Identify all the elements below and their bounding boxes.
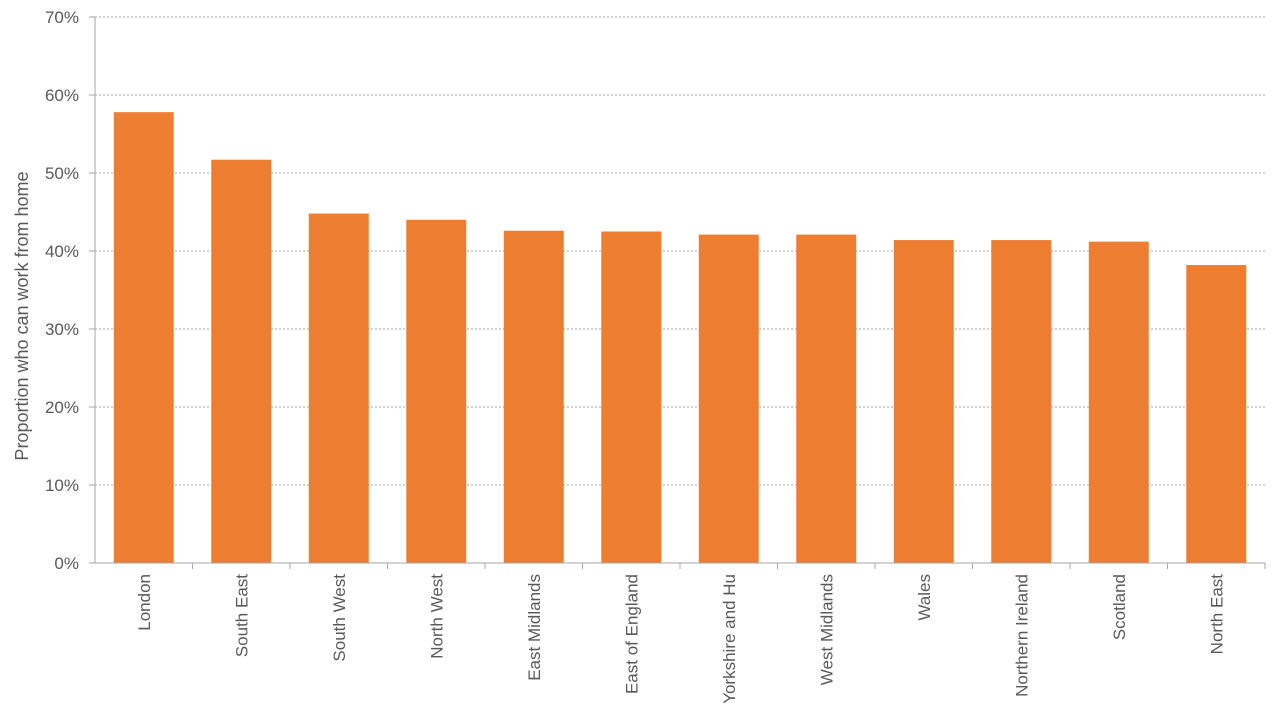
bar [991, 240, 1052, 563]
y-tick-label: 50% [45, 164, 79, 183]
bar [406, 219, 467, 564]
y-tick-label: 40% [45, 242, 79, 261]
x-tick-label: Scotland [1110, 574, 1129, 640]
bar [1186, 265, 1247, 563]
x-tick-label: South West [330, 574, 349, 662]
x-tick-label: North East [1207, 574, 1226, 655]
bar [796, 234, 857, 563]
y-tick-label: 20% [45, 398, 79, 417]
bar [601, 231, 662, 563]
axes [89, 16, 1266, 569]
bar [308, 213, 369, 563]
bar [698, 234, 759, 563]
x-tick-label: West Midlands [817, 574, 836, 685]
y-tick-label: 0% [54, 554, 79, 573]
y-tick-labels: 0% 10% 20% 30% 40% 50% 60% 70% [45, 8, 79, 573]
x-tick-label: London [135, 574, 154, 631]
x-tick-label: Yorkshire and Hu [720, 574, 739, 704]
bar [1088, 241, 1149, 563]
x-tick-label: North West [427, 574, 446, 659]
gridlines [95, 16, 1265, 486]
x-tick-labels: London South East South West North West East… [135, 574, 1227, 704]
bar [503, 230, 564, 563]
bar [113, 112, 174, 563]
y-tick-label: 10% [45, 476, 79, 495]
x-tick-label: Wales [915, 574, 934, 621]
x-tick-label: Northern Ireland [1012, 574, 1031, 697]
y-tick-label: 60% [45, 86, 79, 105]
y-axis-label: Proportion who can work from home [12, 171, 32, 460]
y-tick-label: 70% [45, 8, 79, 27]
y-tick-label: 30% [45, 320, 79, 339]
x-tick-label: South East [232, 574, 251, 657]
x-tick-label: East of England [622, 574, 641, 694]
bar [893, 240, 954, 563]
bar [211, 159, 272, 564]
bars [113, 112, 1247, 564]
x-tick-label: East Midlands [525, 574, 544, 681]
